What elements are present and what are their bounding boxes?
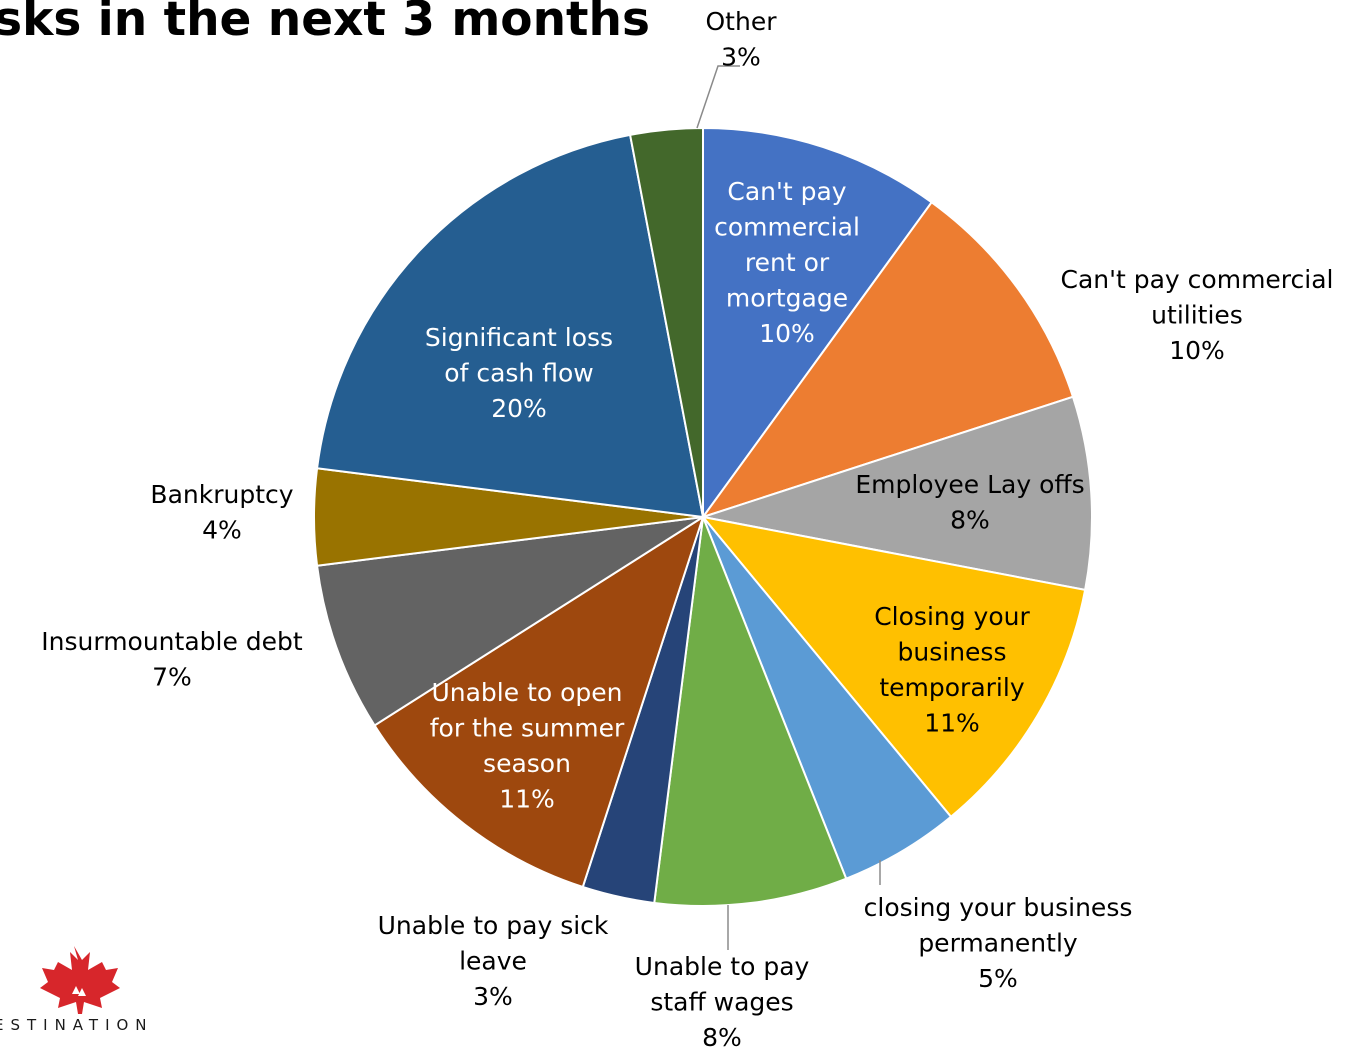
slice-label-9: Bankruptcy 4% bbox=[150, 480, 293, 545]
pie-slice-5 bbox=[653, 516, 848, 907]
leader-lines bbox=[696, 65, 881, 950]
slice-label-line: Unable to pay bbox=[635, 952, 810, 981]
slice-percent: 10% bbox=[1169, 336, 1225, 365]
slice-percent: 4% bbox=[202, 516, 242, 545]
pie-slice-10 bbox=[315, 133, 705, 519]
slice-percent: 3% bbox=[721, 43, 761, 72]
slice-labels: Can't pay commercial rent or mortgage 10%Can… bbox=[41, 7, 1333, 1050]
pie-slice-8 bbox=[315, 516, 704, 727]
slice-label-line: Bankruptcy bbox=[150, 480, 293, 509]
slice-label-3: Closing your business temporarily 11% bbox=[874, 602, 1030, 738]
slice-label-0: Can't pay commercial rent or mortgage 10% bbox=[714, 177, 860, 348]
slice-label-line: of cash flow bbox=[444, 359, 593, 388]
chart-title: isks in the next 3 months bbox=[0, 0, 650, 47]
slice-label-10: Significant loss of cash flow 20% bbox=[425, 323, 613, 423]
slice-label-2: Employee Lay offs 8% bbox=[855, 470, 1084, 535]
slice-label-line: commercial bbox=[714, 213, 860, 242]
slice-label-line: Can't pay commercial bbox=[1061, 265, 1334, 294]
slice-label-line: Can't pay bbox=[727, 177, 846, 206]
slice-label-line: Other bbox=[706, 7, 778, 36]
slice-percent: 5% bbox=[978, 964, 1018, 993]
pie-slice-2 bbox=[702, 395, 1093, 592]
slice-percent: 3% bbox=[473, 982, 513, 1011]
slice-label-4: closing your business permanently 5% bbox=[864, 893, 1133, 993]
pie-slice-3 bbox=[700, 515, 1087, 819]
slice-label-line: staff wages bbox=[650, 988, 793, 1017]
slice-label-line: for the summer bbox=[430, 714, 625, 743]
slice-percent: 7% bbox=[152, 663, 192, 692]
slice-percent: 8% bbox=[950, 506, 990, 535]
slice-label-8: Insurmountable debt 7% bbox=[41, 627, 303, 692]
slice-label-line: season bbox=[483, 749, 571, 778]
slice-label-line: leave bbox=[459, 947, 527, 976]
slice-label-11: Other 3% bbox=[706, 7, 778, 72]
pie-slice-0 bbox=[702, 126, 934, 521]
slice-label-line: Closing your bbox=[874, 602, 1030, 631]
slice-percent: 8% bbox=[702, 1023, 742, 1050]
slice-label-line: mortgage bbox=[726, 284, 848, 313]
slice-label-line: temporarily bbox=[879, 673, 1024, 702]
slice-label-line: Unable to pay sick bbox=[378, 911, 609, 940]
logo-text: ESTINATION bbox=[0, 1016, 154, 1034]
slice-label-line: Unable to open bbox=[431, 678, 622, 707]
slice-percent: 11% bbox=[499, 785, 555, 814]
maple-leaf-icon bbox=[40, 946, 120, 1014]
pie-slice-7 bbox=[373, 514, 705, 889]
slice-label-line: rent or bbox=[745, 248, 830, 277]
slice-label-line: business bbox=[898, 638, 1007, 667]
slice-label-1: Can't pay commercial utilities 10% bbox=[1061, 265, 1334, 365]
slice-label-5: Unable to pay staff wages 8% bbox=[635, 952, 810, 1050]
slice-label-line: utilities bbox=[1151, 301, 1243, 330]
slice-percent: 11% bbox=[924, 709, 980, 738]
pie-slices bbox=[313, 126, 1093, 907]
slice-label-7: Unable to open for the summer season 11% bbox=[430, 678, 625, 814]
slice-label-line: closing your business bbox=[864, 893, 1133, 922]
slice-percent: 20% bbox=[491, 394, 547, 423]
pie-slice-1 bbox=[700, 200, 1075, 519]
slice-label-line: permanently bbox=[918, 929, 1078, 958]
leader-line-11 bbox=[696, 65, 740, 129]
slice-label-line: Employee Lay offs bbox=[855, 470, 1084, 499]
slice-label-line: Insurmountable debt bbox=[41, 627, 303, 656]
pie-slice-11 bbox=[628, 126, 704, 518]
destination-logo: ESTINATION bbox=[0, 940, 200, 1050]
slice-label-6: Unable to pay sick leave 3% bbox=[378, 911, 609, 1011]
slice-label-line: Significant loss bbox=[425, 323, 613, 352]
slice-percent: 10% bbox=[759, 319, 815, 348]
